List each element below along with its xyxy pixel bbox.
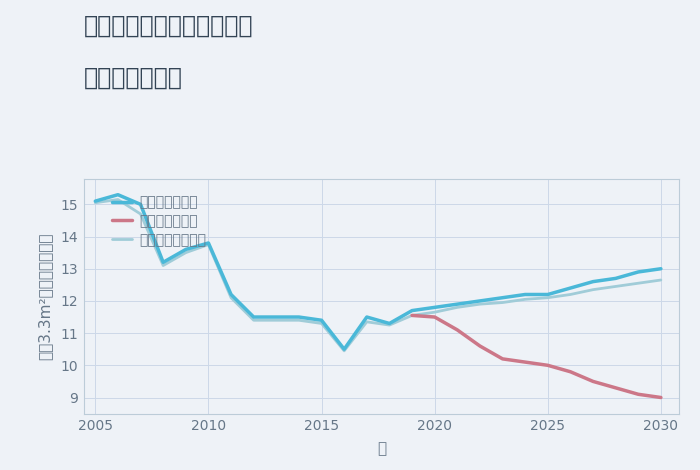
グッドシナリオ [295,314,303,320]
バッドシナリオ [544,362,552,368]
Y-axis label: 坪（3.3m²）単価（万円）: 坪（3.3m²）単価（万円） [37,232,52,360]
Line: グッドシナリオ: グッドシナリオ [95,195,661,349]
グッドシナリオ [159,259,167,265]
バッドシナリオ [498,356,507,362]
Text: 土地の価格推移: 土地の価格推移 [84,66,183,90]
バッドシナリオ [634,392,643,397]
ノーマルシナリオ [295,317,303,323]
ノーマルシナリオ [91,200,99,205]
グッドシナリオ [272,314,281,320]
ノーマルシナリオ [544,295,552,300]
ノーマルシナリオ [566,292,575,298]
バッドシナリオ [408,313,416,318]
バッドシナリオ [430,314,439,320]
ノーマルシナリオ [612,283,620,289]
Legend: グッドシナリオ, バッドシナリオ, ノーマルシナリオ: グッドシナリオ, バッドシナリオ, ノーマルシナリオ [108,193,209,250]
ノーマルシナリオ [476,301,484,307]
ノーマルシナリオ [317,321,326,326]
グッドシナリオ [657,266,665,272]
グッドシナリオ [430,305,439,310]
バッドシナリオ [657,395,665,400]
ノーマルシナリオ [272,317,281,323]
ノーマルシナリオ [634,281,643,286]
グッドシナリオ [566,285,575,291]
ノーマルシナリオ [453,305,461,310]
グッドシナリオ [363,314,371,320]
グッドシナリオ [317,317,326,323]
グッドシナリオ [181,247,190,252]
グッドシナリオ [249,314,258,320]
グッドシナリオ [612,275,620,281]
グッドシナリオ [498,295,507,300]
グッドシナリオ [544,292,552,298]
グッドシナリオ [385,321,393,326]
バッドシナリオ [589,379,597,384]
ノーマルシナリオ [204,242,213,247]
バッドシナリオ [476,343,484,349]
ノーマルシナリオ [385,322,393,328]
ノーマルシナリオ [498,300,507,306]
Text: 三重県桑名市長島町福吉の: 三重県桑名市長島町福吉の [84,14,253,38]
ノーマルシナリオ [113,197,122,203]
バッドシナリオ [521,359,529,365]
X-axis label: 年: 年 [377,441,386,456]
グッドシナリオ [91,198,99,204]
グッドシナリオ [340,346,349,352]
グッドシナリオ [408,308,416,313]
バッドシナリオ [612,385,620,391]
ノーマルシナリオ [521,297,529,302]
グッドシナリオ [521,292,529,298]
グッドシナリオ [227,292,235,298]
グッドシナリオ [204,240,213,246]
グッドシナリオ [589,279,597,284]
グッドシナリオ [453,301,461,307]
ノーマルシナリオ [227,295,235,300]
Line: バッドシナリオ: バッドシナリオ [412,315,661,398]
Line: ノーマルシナリオ: ノーマルシナリオ [95,200,661,351]
ノーマルシナリオ [589,287,597,292]
ノーマルシナリオ [181,250,190,256]
グッドシナリオ [634,269,643,275]
バッドシナリオ [566,369,575,375]
ノーマルシナリオ [430,309,439,315]
ノーマルシナリオ [408,313,416,318]
ノーマルシナリオ [363,319,371,325]
ノーマルシナリオ [249,317,258,323]
グッドシナリオ [113,192,122,197]
グッドシナリオ [476,298,484,304]
バッドシナリオ [453,327,461,333]
グッドシナリオ [136,202,145,207]
ノーマルシナリオ [136,211,145,217]
ノーマルシナリオ [159,263,167,268]
ノーマルシナリオ [340,348,349,353]
ノーマルシナリオ [657,277,665,283]
